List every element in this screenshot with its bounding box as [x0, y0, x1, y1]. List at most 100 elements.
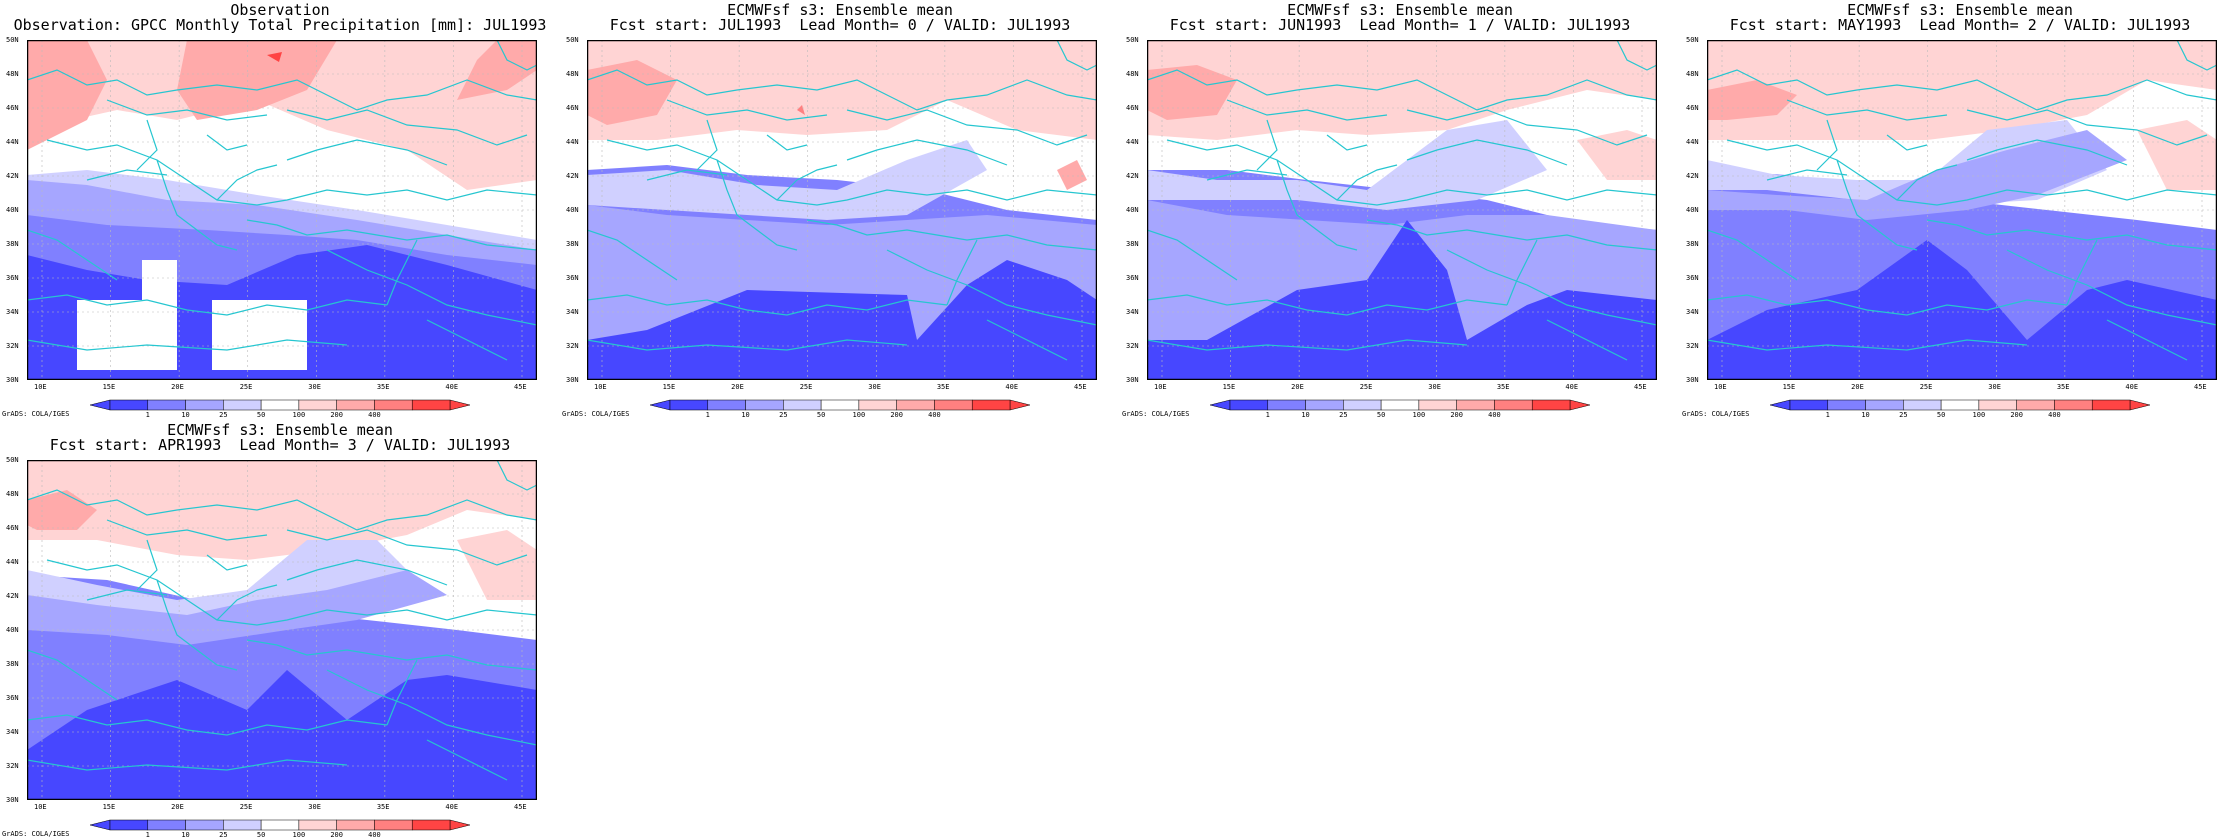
lon-tick-label: 15E — [662, 383, 676, 391]
lat-tick-label: 34N — [6, 308, 19, 316]
colorbar-swatch — [934, 399, 973, 411]
precip-band-50-100 — [27, 40, 537, 190]
map-frame — [1147, 40, 1657, 380]
lat-tick-label: 46N — [1126, 104, 1139, 112]
lon-tick-label: 20E — [171, 803, 184, 811]
coastline — [27, 714, 388, 736]
coastline — [776, 164, 838, 201]
coastline — [696, 119, 718, 171]
colorbar-swatch — [336, 399, 375, 411]
lat-tick-label: 50N — [1686, 36, 1699, 44]
coastline — [1406, 139, 1568, 166]
coastline — [326, 669, 537, 746]
lat-tick-label: 38N — [6, 660, 19, 668]
colorbar-arrow-right — [449, 399, 470, 411]
lat-tick-label: 46N — [566, 104, 579, 112]
precip-band-100-200 — [1057, 160, 1087, 190]
lat-tick-label: 44N — [6, 558, 19, 566]
lat-tick-label: 30N — [566, 376, 579, 384]
colorbar-swatch — [1827, 399, 1866, 411]
panel-title: Observation — [230, 1, 330, 19]
lat-tick-label: 50N — [6, 456, 19, 464]
coastline — [106, 519, 268, 541]
coastline — [106, 99, 268, 121]
precip-band-0-1 — [587, 260, 1097, 380]
lon-tick-label: 45E — [514, 803, 527, 811]
colorbar-swatch — [1865, 399, 1904, 411]
colorbar: 1 10 25 50 100 200 400 — [650, 399, 1030, 418]
lon-tick-label: 20E — [171, 383, 184, 391]
map-panel: ECMWFsf s3: Ensemble mean Fcst start: JUN… — [1120, 0, 1680, 420]
coastline — [587, 229, 678, 281]
colorbar-label: 400 — [368, 411, 381, 418]
lon-tick-label: 35E — [1496, 383, 1510, 391]
colorbar-label: 10 — [1301, 411, 1309, 418]
grads-credit: GrADS: COLA/IGES — [562, 410, 630, 418]
colorbar-label: 50 — [257, 831, 265, 838]
colorbar-swatch — [223, 819, 262, 831]
coastline — [1616, 40, 1657, 71]
coastline — [286, 559, 448, 586]
coastline — [426, 319, 508, 361]
grads-credit: GrADS: COLA/IGES — [2, 410, 70, 418]
map-panel: ECMWFsf s3: Ensemble mean Fcst start: MAY… — [1680, 0, 2240, 420]
precip-band-50-100 — [587, 40, 1097, 140]
coastline — [86, 169, 168, 181]
lat-tick-label: 30N — [1686, 376, 1699, 384]
lon-tick-label: 45E — [514, 383, 527, 391]
lon-tick-label: 15E — [102, 803, 116, 811]
coastline — [386, 659, 418, 726]
lat-tick-label: 40N — [6, 206, 19, 214]
coastline — [716, 159, 798, 251]
colorbar-swatch — [147, 399, 186, 411]
coastline — [666, 99, 828, 121]
lon-tick-label: 25E — [1359, 383, 1373, 391]
colorbar-label: 1 — [1266, 411, 1270, 418]
colorbar-swatch — [858, 399, 897, 411]
panel-title: ECMWFsf s3: Ensemble mean — [167, 421, 393, 439]
coastline — [1147, 69, 1657, 111]
lat-tick-label: 32N — [1126, 342, 1139, 350]
coastline — [27, 649, 118, 701]
coastline — [1707, 229, 1798, 281]
map-frame — [587, 40, 1097, 380]
colorbar-swatch — [374, 399, 413, 411]
lat-tick-label: 30N — [6, 796, 19, 804]
colorbar: 1 10 25 50 100 200 400 — [1770, 399, 2150, 418]
coastline — [806, 219, 1097, 251]
coastline — [206, 554, 248, 571]
colorbar-swatch — [1229, 399, 1269, 411]
lon-tick-label: 45E — [2194, 383, 2207, 391]
coastline — [1056, 40, 1097, 71]
coastline — [1926, 219, 2217, 251]
coastline — [1326, 134, 1368, 151]
lat-tick-label: 46N — [6, 104, 19, 112]
colorbar-label: 10 — [181, 831, 189, 838]
coastline — [1836, 159, 1918, 251]
colorbar-label: 100 — [1413, 411, 1426, 418]
lat-tick-label: 36N — [6, 694, 19, 702]
lon-tick-label: 10E — [34, 383, 47, 391]
colorbar-label: 400 — [928, 411, 941, 418]
lon-tick-label: 15E — [1222, 383, 1236, 391]
lat-tick-label: 50N — [1126, 36, 1139, 44]
lat-tick-label: 40N — [566, 206, 579, 214]
grads-credit: GrADS: COLA/IGES — [1122, 410, 1190, 418]
colorbar-arrow-right — [449, 819, 470, 831]
precip-map — [1147, 40, 1657, 380]
colorbar-label: 100 — [1973, 411, 1986, 418]
coastline — [1966, 139, 2128, 166]
colorbar-label: 100 — [293, 831, 306, 838]
lat-tick-label: 40N — [1686, 206, 1699, 214]
colorbar-swatch — [1343, 399, 1382, 411]
colorbar-swatch — [147, 819, 186, 831]
colorbar-label: 200 — [330, 831, 343, 838]
coastline — [1506, 239, 1538, 306]
lon-tick-label: 40E — [445, 803, 459, 811]
panel-subtitle: Fcst start: MAY1993 Lead Month= 2 / VALI… — [1729, 16, 2191, 34]
lat-tick-label: 32N — [566, 342, 579, 350]
colorbar-swatch — [374, 819, 413, 831]
lat-tick-label: 38N — [6, 240, 19, 248]
coastline — [1147, 294, 1508, 316]
colorbar-swatch — [260, 399, 300, 411]
